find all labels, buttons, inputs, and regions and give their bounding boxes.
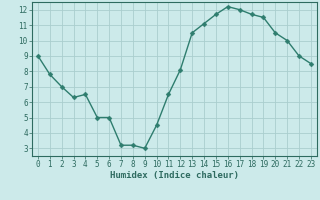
X-axis label: Humidex (Indice chaleur): Humidex (Indice chaleur) — [110, 171, 239, 180]
